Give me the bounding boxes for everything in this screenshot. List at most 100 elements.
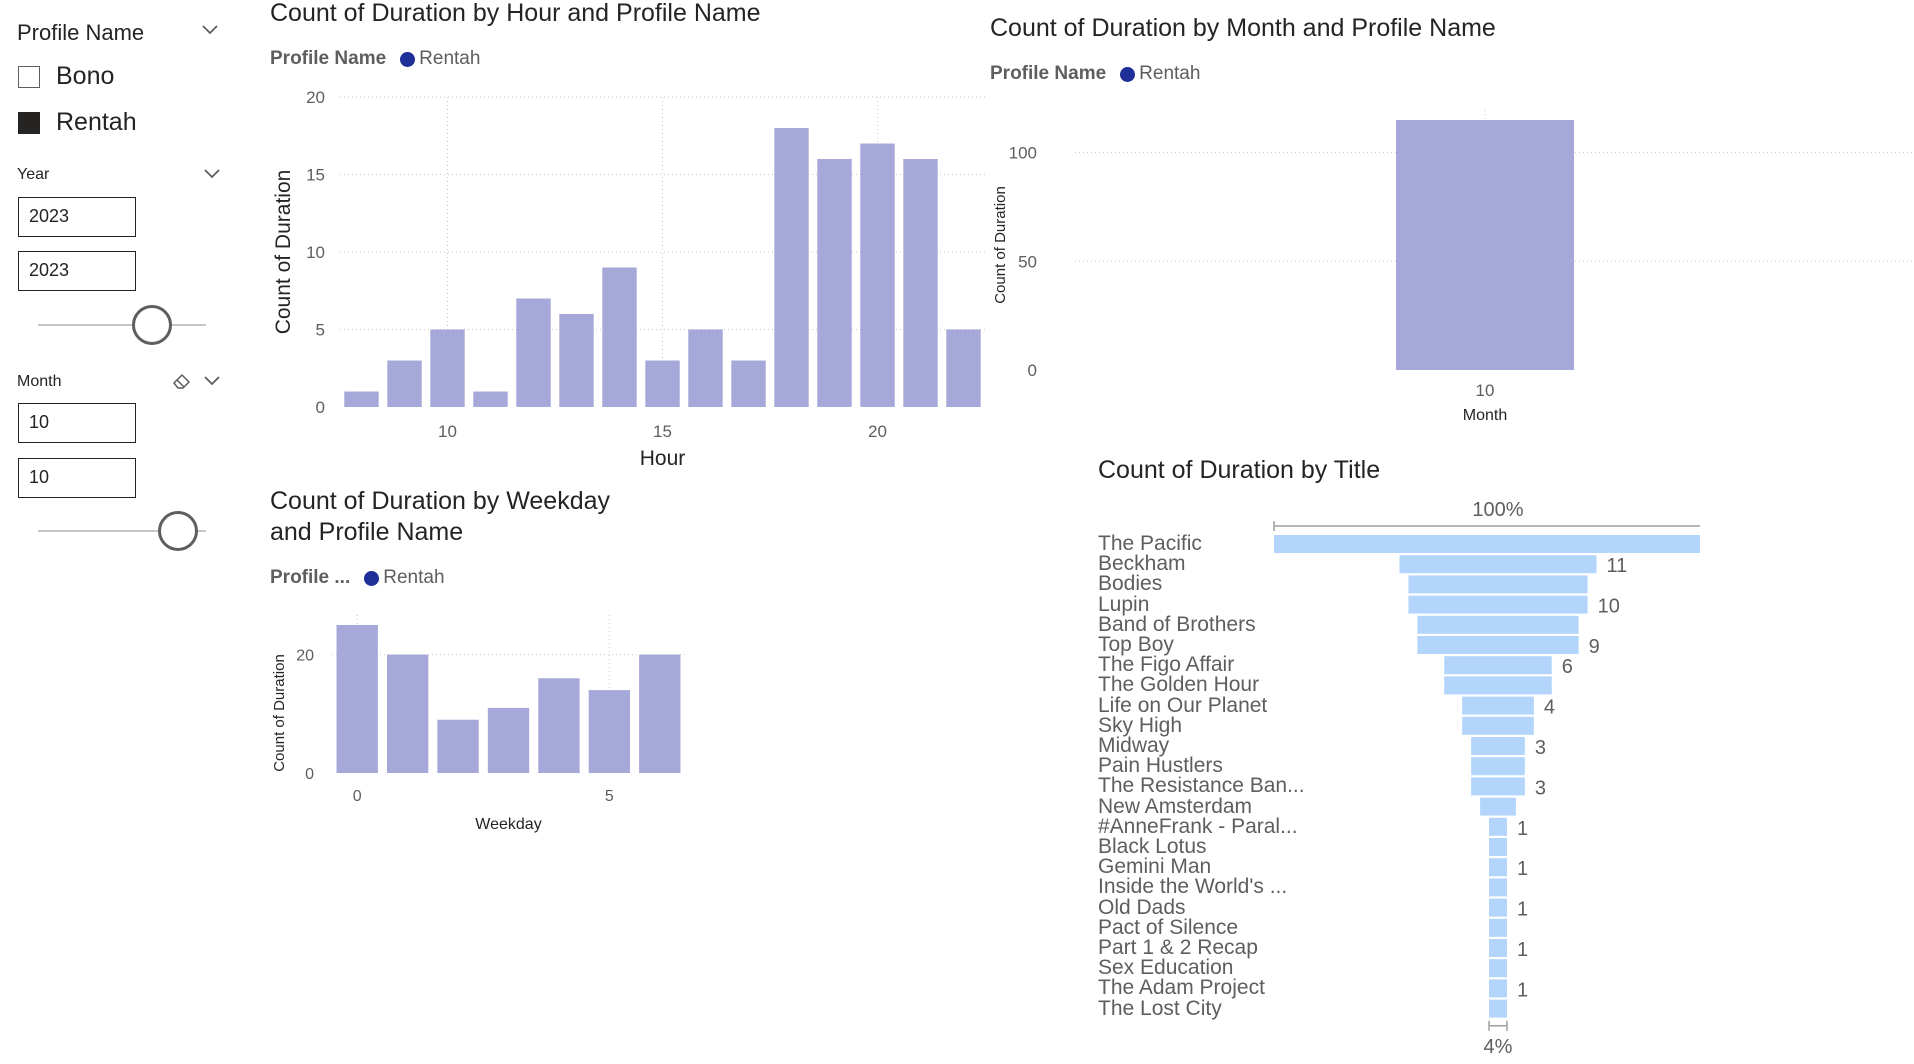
funnel-bar[interactable] xyxy=(1471,777,1525,796)
hour-chart-plot: 0 5 10 15 20 10 15 20 Hour Count of Duration xyxy=(272,88,985,470)
chart-legend: Profile Name Rentah xyxy=(990,63,1200,85)
funnel-bar[interactable] xyxy=(1480,797,1516,816)
month-chart-plot: 0 50 100 10 Month Count of Duration xyxy=(992,110,1914,424)
x-tick-label: 5 xyxy=(605,788,614,805)
funnel-bar[interactable] xyxy=(1489,838,1507,856)
funnel-category-label: The Lost City xyxy=(1098,996,1222,1020)
bar[interactable] xyxy=(336,625,378,773)
funnel-bar[interactable] xyxy=(1489,898,1507,917)
funnel-data-label: 9 xyxy=(1589,636,1600,658)
funnel-category-label: The Golden Hour xyxy=(1098,673,1260,697)
chevron-down-icon[interactable] xyxy=(204,375,220,389)
funnel-category-label: Midway xyxy=(1098,734,1170,757)
y-tick-label: 50 xyxy=(1018,252,1037,271)
bar[interactable] xyxy=(774,128,809,407)
funnel-bar[interactable] xyxy=(1489,979,1507,998)
bar[interactable] xyxy=(487,707,530,773)
funnel-category-label: Beckham xyxy=(1098,552,1186,576)
funnel-bar[interactable] xyxy=(1489,999,1507,1018)
profile-option-bono[interactable]: Bono xyxy=(18,62,114,91)
bar[interactable] xyxy=(588,690,631,773)
chart-title-line2: and Profile Name xyxy=(270,518,464,546)
funnel-bar[interactable] xyxy=(1489,959,1507,978)
bar[interactable] xyxy=(639,654,681,773)
y-tick-label: 5 xyxy=(316,321,325,340)
chevron-down-icon[interactable] xyxy=(204,168,220,182)
funnel-category-label: The Resistance Ban... xyxy=(1098,774,1305,798)
funnel-category-label: #AnneFrank - Paral... xyxy=(1098,814,1298,838)
month-slicer-title: Month xyxy=(17,373,62,390)
funnel-data-label: 1 xyxy=(1517,899,1528,921)
eraser-icon[interactable] xyxy=(172,372,192,395)
funnel-bar[interactable] xyxy=(1444,656,1552,675)
checkbox-bono[interactable] xyxy=(18,65,40,88)
funnel-bar[interactable] xyxy=(1408,575,1588,594)
profile-option-rentah[interactable]: Rentah xyxy=(18,108,137,137)
year-slider-track[interactable] xyxy=(38,324,206,326)
funnel-bar[interactable] xyxy=(1408,595,1588,614)
chart-title: Count of Duration by Title xyxy=(1098,456,1381,484)
bar[interactable] xyxy=(387,360,422,408)
funnel-bar[interactable] xyxy=(1462,696,1534,715)
checkbox-rentah[interactable] xyxy=(18,111,40,134)
year-start-input[interactable]: 2023 xyxy=(18,197,136,237)
legend-item[interactable]: Rentah xyxy=(1139,63,1201,84)
bar[interactable] xyxy=(946,329,981,408)
month-start-input[interactable]: 10 xyxy=(18,403,136,443)
month-end-input[interactable]: 10 xyxy=(18,458,136,498)
funnel-data-label: 6 xyxy=(1562,656,1573,678)
bar[interactable] xyxy=(731,360,766,408)
x-axis-title: Hour xyxy=(640,447,686,470)
year-slider-handle[interactable] xyxy=(132,305,172,345)
legend-item[interactable]: Rentah xyxy=(383,567,445,588)
y-axis-title: Count of Duration xyxy=(271,654,288,772)
funnel-bar[interactable] xyxy=(1417,615,1579,634)
bar[interactable] xyxy=(903,159,938,407)
bar[interactable] xyxy=(344,391,379,408)
funnel-category-label: Lupin xyxy=(1098,592,1150,616)
funnel-category-label: Inside the World's ... xyxy=(1098,875,1288,899)
year-end-input[interactable]: 2023 xyxy=(18,251,136,291)
bar[interactable] xyxy=(860,143,895,408)
funnel-category-label: Pain Hustlers xyxy=(1098,754,1223,778)
funnel-bar[interactable] xyxy=(1489,878,1507,897)
funnel-bar[interactable] xyxy=(1489,918,1507,937)
month-slider-handle[interactable] xyxy=(158,511,198,551)
legend-item[interactable]: Rentah xyxy=(419,48,481,69)
funnel-bar[interactable] xyxy=(1489,817,1507,836)
y-axis-title: Count of Duration xyxy=(272,170,295,335)
month-slider-track[interactable] xyxy=(38,530,206,532)
legend-title: Profile Name xyxy=(270,48,387,69)
bar[interactable] xyxy=(386,654,429,773)
bar[interactable] xyxy=(688,329,723,408)
funnel-bar[interactable] xyxy=(1444,676,1552,695)
bar[interactable] xyxy=(1396,120,1574,370)
funnel-data-label: 1 xyxy=(1517,858,1528,880)
funnel-bar[interactable] xyxy=(1399,555,1597,574)
funnel-data-label: 1 xyxy=(1517,979,1528,1001)
funnel-bar[interactable] xyxy=(1462,716,1534,735)
funnel-category-label: New Amsterdam xyxy=(1098,794,1253,818)
bar[interactable] xyxy=(538,678,580,773)
bar[interactable] xyxy=(602,267,637,408)
bar[interactable] xyxy=(645,360,680,408)
funnel-bar[interactable] xyxy=(1489,939,1507,957)
funnel-bar[interactable] xyxy=(1417,636,1579,654)
funnel-bar[interactable] xyxy=(1471,737,1525,755)
y-axis-title: Count of Duration xyxy=(992,186,1009,304)
funnel-category-label: Sex Education xyxy=(1098,956,1234,980)
chart-legend: Profile ... Rentah xyxy=(270,567,445,589)
bar[interactable] xyxy=(817,159,852,407)
bar[interactable] xyxy=(430,329,465,408)
funnel-bar[interactable] xyxy=(1471,757,1525,776)
x-tick-label: 0 xyxy=(353,788,362,805)
chevron-down-icon[interactable] xyxy=(202,24,218,38)
bar[interactable] xyxy=(559,314,594,407)
funnel-category-label: Pact of Silence xyxy=(1098,915,1239,939)
bar[interactable] xyxy=(473,391,508,408)
bar[interactable] xyxy=(437,719,479,773)
funnel-category-label: The Figo Affair xyxy=(1098,653,1235,677)
funnel-bar[interactable] xyxy=(1274,535,1700,553)
funnel-bar[interactable] xyxy=(1489,858,1507,877)
bar[interactable] xyxy=(516,298,551,408)
